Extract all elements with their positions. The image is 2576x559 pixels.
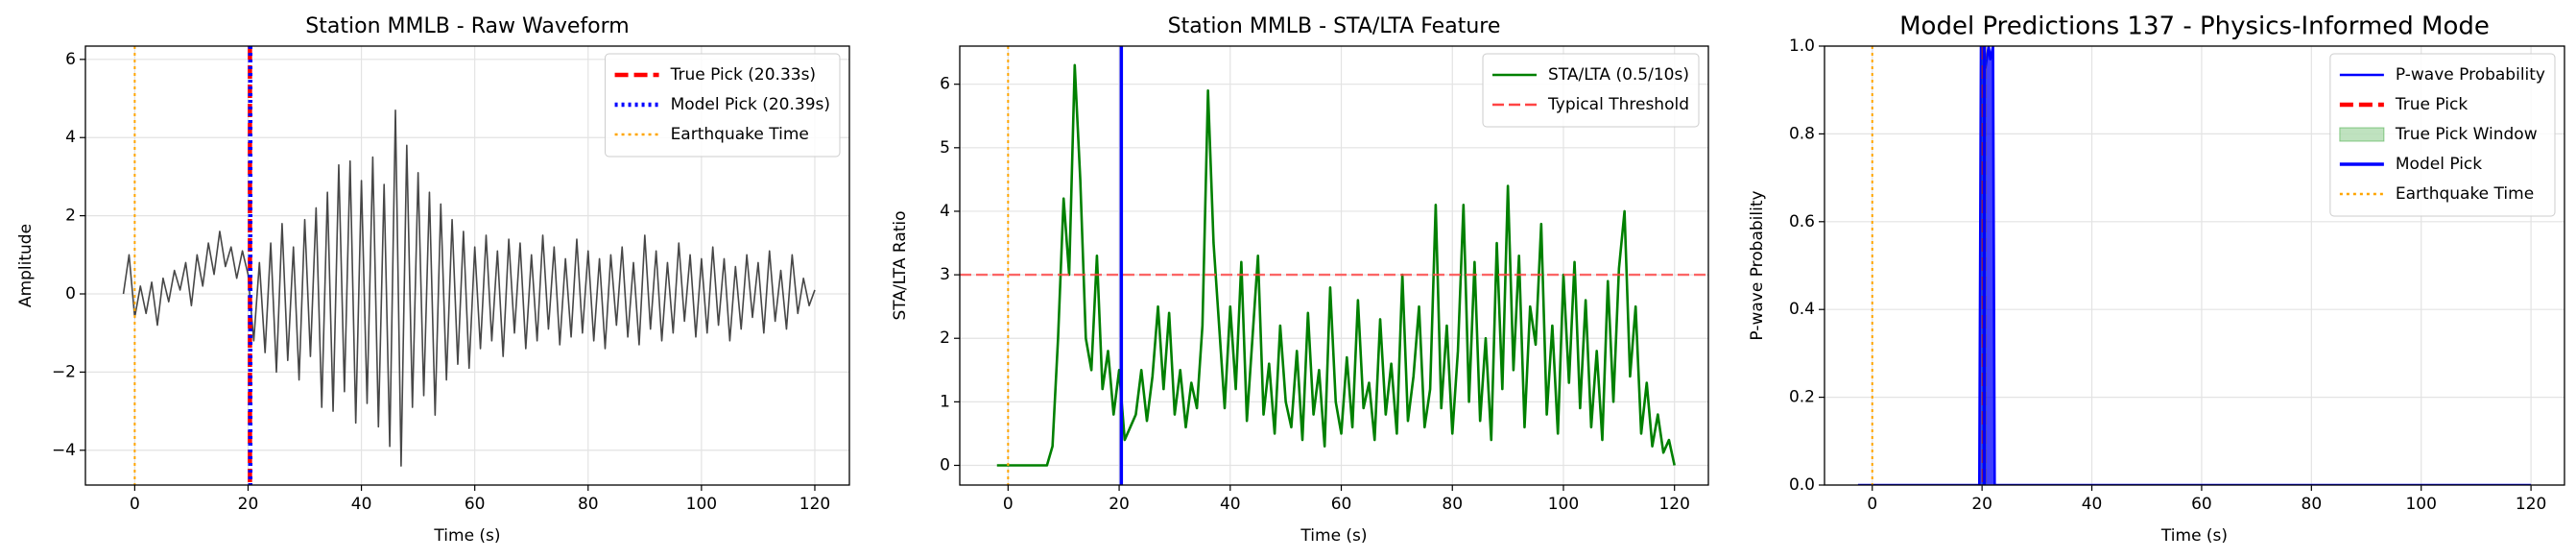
x-tick-label: 100 (2405, 495, 2436, 514)
x-tick-label: 0 (1003, 495, 1014, 514)
axes-frame (84, 45, 850, 486)
plot-area (960, 46, 1708, 485)
legend-label: P-wave Probability (2396, 65, 2545, 85)
x-tick-label: 0 (1867, 495, 1877, 514)
legend: P-wave Probability True Pick True Pick Win… (2329, 53, 2556, 217)
y-tick-label: 0.6 (1789, 212, 1815, 231)
x-tick-label: 20 (238, 495, 259, 514)
line (122, 109, 816, 467)
y-tick-label: 0 (940, 455, 950, 474)
y-tick-label: −4 (52, 441, 76, 460)
y-axis-label: STA/LTA Ratio (891, 210, 910, 320)
panel: 0 20 40 60 80 100 120 0.0 0.2 0.4 0.6 0.8 1.0 Model P… (1748, 12, 2565, 546)
y-tick-label: 5 (940, 138, 950, 158)
x-tick-label: 20 (1109, 495, 1130, 514)
y-tick-label: −2 (52, 362, 76, 381)
y-tick-label: 0.0 (1789, 475, 1815, 495)
x-tick-label: 120 (2516, 495, 2546, 514)
x-tick-label: 20 (1971, 495, 1992, 514)
plot-area (122, 46, 816, 485)
legend-box (2329, 53, 2556, 217)
x-tick-label: 80 (1442, 495, 1463, 514)
axes-frame (959, 45, 1709, 486)
plot-area (1857, 46, 2532, 485)
legend-label: True Pick (20.33s) (670, 65, 817, 85)
chart-title: Station MMLB - STA/LTA Feature (1168, 14, 1501, 38)
legend-box (1482, 53, 1700, 128)
x-tick-label: 40 (1220, 495, 1241, 514)
y-tick-label: 0 (65, 284, 76, 304)
x-tick-label: 60 (2191, 495, 2212, 514)
legend: STA/LTA (0.5/10s) Typical Threshold (1482, 53, 1700, 128)
legend-swatch (2339, 127, 2385, 142)
legend: True Pick (20.33s) Model Pick (20.39s) Ear… (605, 53, 841, 158)
y-tick-label: 0.4 (1789, 300, 1815, 319)
y-tick-label: 6 (65, 50, 76, 69)
legend-box (605, 53, 841, 158)
y-tick-label: 6 (940, 75, 950, 94)
x-tick-label: 40 (2082, 495, 2103, 514)
panel: 0 20 40 60 80 100 120 −4 −2 0 2 4 6 Station MMLB - Ra… (16, 14, 850, 546)
legend-label: Model Pick (2396, 155, 2482, 174)
y-tick-label: 3 (940, 265, 950, 284)
x-tick-label: 0 (130, 495, 140, 514)
y-tick-label: 1.0 (1789, 36, 1815, 56)
legend-label: Typical Threshold (1547, 95, 1689, 114)
x-tick-label: 40 (351, 495, 372, 514)
x-tick-label: 60 (465, 495, 486, 514)
area (1857, 46, 2532, 485)
legend-label: Earthquake Time (2396, 184, 2534, 204)
panel: 0 20 40 60 80 100 120 0 1 2 3 4 5 6 Station MMLB - STA… (891, 14, 1709, 546)
legend-label: Model Pick (20.39s) (671, 95, 830, 114)
legend-label: True Pick (2395, 95, 2468, 114)
x-tick-label: 100 (686, 495, 717, 514)
x-axis-label: Time (s) (1300, 526, 1367, 546)
legend-label: STA/LTA (0.5/10s) (1548, 65, 1689, 85)
y-axis-label: P-wave Probability (1748, 190, 1767, 340)
axes-frame (1824, 45, 2565, 486)
x-tick-label: 80 (578, 495, 599, 514)
y-tick-label: 0.8 (1789, 124, 1815, 143)
x-tick-label: 100 (1548, 495, 1579, 514)
line (1857, 46, 2532, 485)
chart-title: Model Predictions 137 - Physics-Informed… (1899, 12, 2490, 41)
x-tick-label: 60 (1331, 495, 1352, 514)
x-axis-label: Time (s) (2160, 526, 2228, 546)
y-tick-label: 4 (940, 202, 950, 221)
x-tick-label: 80 (2302, 495, 2323, 514)
y-axis-label: Amplitude (16, 224, 36, 307)
y-tick-label: 1 (940, 392, 950, 411)
x-tick-label: 120 (799, 495, 830, 514)
legend-label: Earthquake Time (671, 125, 809, 144)
chart-title: Station MMLB - Raw Waveform (305, 14, 629, 38)
line (996, 63, 1676, 467)
legend-label: True Pick Window (2395, 125, 2538, 144)
y-tick-label: 0.2 (1789, 388, 1815, 407)
x-tick-label: 120 (1658, 495, 1689, 514)
y-tick-label: 4 (65, 128, 76, 147)
y-tick-label: 2 (940, 328, 950, 348)
x-axis-label: Time (s) (433, 526, 500, 546)
y-tick-label: 2 (65, 207, 76, 226)
